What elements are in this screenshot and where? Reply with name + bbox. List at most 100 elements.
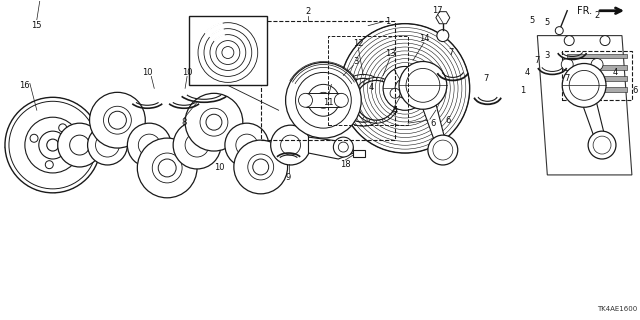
Text: 2: 2 [306, 7, 311, 16]
Text: 6: 6 [445, 116, 451, 125]
Text: 14: 14 [419, 34, 429, 43]
Circle shape [185, 93, 243, 151]
Polygon shape [308, 137, 353, 159]
Circle shape [561, 59, 573, 70]
Polygon shape [8, 128, 12, 137]
Circle shape [70, 135, 90, 155]
Circle shape [200, 108, 228, 136]
Polygon shape [22, 107, 28, 114]
Circle shape [564, 36, 574, 45]
Polygon shape [36, 186, 44, 190]
Circle shape [158, 159, 176, 177]
Circle shape [600, 36, 610, 45]
Polygon shape [10, 162, 17, 169]
Text: 17: 17 [433, 6, 443, 15]
Text: 4: 4 [369, 83, 374, 92]
Bar [567, 87, 627, 92]
Circle shape [296, 72, 351, 128]
Text: 1: 1 [385, 17, 391, 26]
Circle shape [271, 125, 310, 165]
Circle shape [47, 139, 59, 151]
Circle shape [556, 27, 563, 35]
Circle shape [337, 75, 389, 126]
Circle shape [316, 92, 332, 108]
Text: 6: 6 [430, 119, 436, 128]
Circle shape [355, 92, 371, 108]
Circle shape [248, 154, 274, 180]
Circle shape [588, 131, 616, 159]
Text: 10: 10 [182, 68, 193, 77]
Text: 12: 12 [353, 39, 364, 48]
Text: 18: 18 [340, 160, 351, 170]
Circle shape [390, 88, 400, 98]
Circle shape [95, 133, 120, 157]
Bar [305, 93, 341, 107]
Polygon shape [52, 188, 61, 193]
Text: 6: 6 [632, 86, 637, 95]
Text: 2: 2 [595, 11, 600, 20]
Polygon shape [28, 102, 36, 109]
Text: 4: 4 [612, 68, 618, 77]
Text: 3: 3 [353, 57, 359, 66]
Circle shape [591, 59, 603, 70]
Circle shape [298, 93, 312, 107]
Polygon shape [17, 113, 22, 121]
Circle shape [428, 135, 458, 165]
Circle shape [399, 61, 447, 109]
Circle shape [152, 153, 182, 183]
Polygon shape [5, 145, 10, 154]
Circle shape [59, 124, 67, 132]
Circle shape [234, 140, 287, 194]
Circle shape [9, 101, 97, 189]
Circle shape [569, 70, 599, 100]
Circle shape [45, 161, 53, 169]
Circle shape [383, 67, 427, 110]
Circle shape [25, 117, 81, 173]
Polygon shape [93, 154, 98, 162]
Polygon shape [96, 145, 100, 154]
Text: 7: 7 [483, 74, 488, 83]
Text: 11: 11 [323, 98, 333, 107]
Polygon shape [6, 154, 12, 162]
Circle shape [285, 62, 361, 138]
Circle shape [90, 92, 145, 148]
Text: 4: 4 [392, 106, 397, 115]
Bar [567, 59, 597, 70]
Text: 5: 5 [530, 16, 535, 25]
Circle shape [206, 114, 222, 130]
Bar [353, 150, 365, 157]
Circle shape [30, 134, 38, 142]
Polygon shape [5, 137, 10, 145]
Text: 10: 10 [142, 68, 152, 77]
Circle shape [236, 134, 258, 156]
Polygon shape [44, 97, 52, 102]
Text: 5: 5 [545, 18, 550, 27]
Polygon shape [77, 109, 85, 114]
Circle shape [108, 111, 126, 129]
Polygon shape [77, 176, 84, 184]
Circle shape [58, 123, 102, 167]
Text: 3: 3 [545, 51, 550, 60]
Circle shape [138, 134, 160, 156]
Bar [563, 51, 632, 100]
Circle shape [253, 159, 269, 175]
Polygon shape [20, 176, 28, 181]
Polygon shape [14, 169, 22, 176]
Text: FR.: FR. [577, 6, 592, 16]
Circle shape [333, 137, 353, 157]
Polygon shape [89, 162, 94, 170]
Polygon shape [96, 137, 100, 145]
Circle shape [353, 77, 399, 123]
Text: 9: 9 [286, 173, 291, 182]
Text: 8: 8 [181, 118, 187, 127]
Circle shape [307, 84, 339, 116]
Bar [260, 21, 395, 140]
Circle shape [339, 142, 348, 152]
Circle shape [395, 78, 415, 98]
Circle shape [406, 68, 440, 102]
Circle shape [88, 125, 127, 165]
Text: TK4AE1600: TK4AE1600 [597, 306, 637, 312]
Polygon shape [436, 12, 450, 24]
Circle shape [225, 123, 269, 167]
Polygon shape [415, 83, 447, 151]
